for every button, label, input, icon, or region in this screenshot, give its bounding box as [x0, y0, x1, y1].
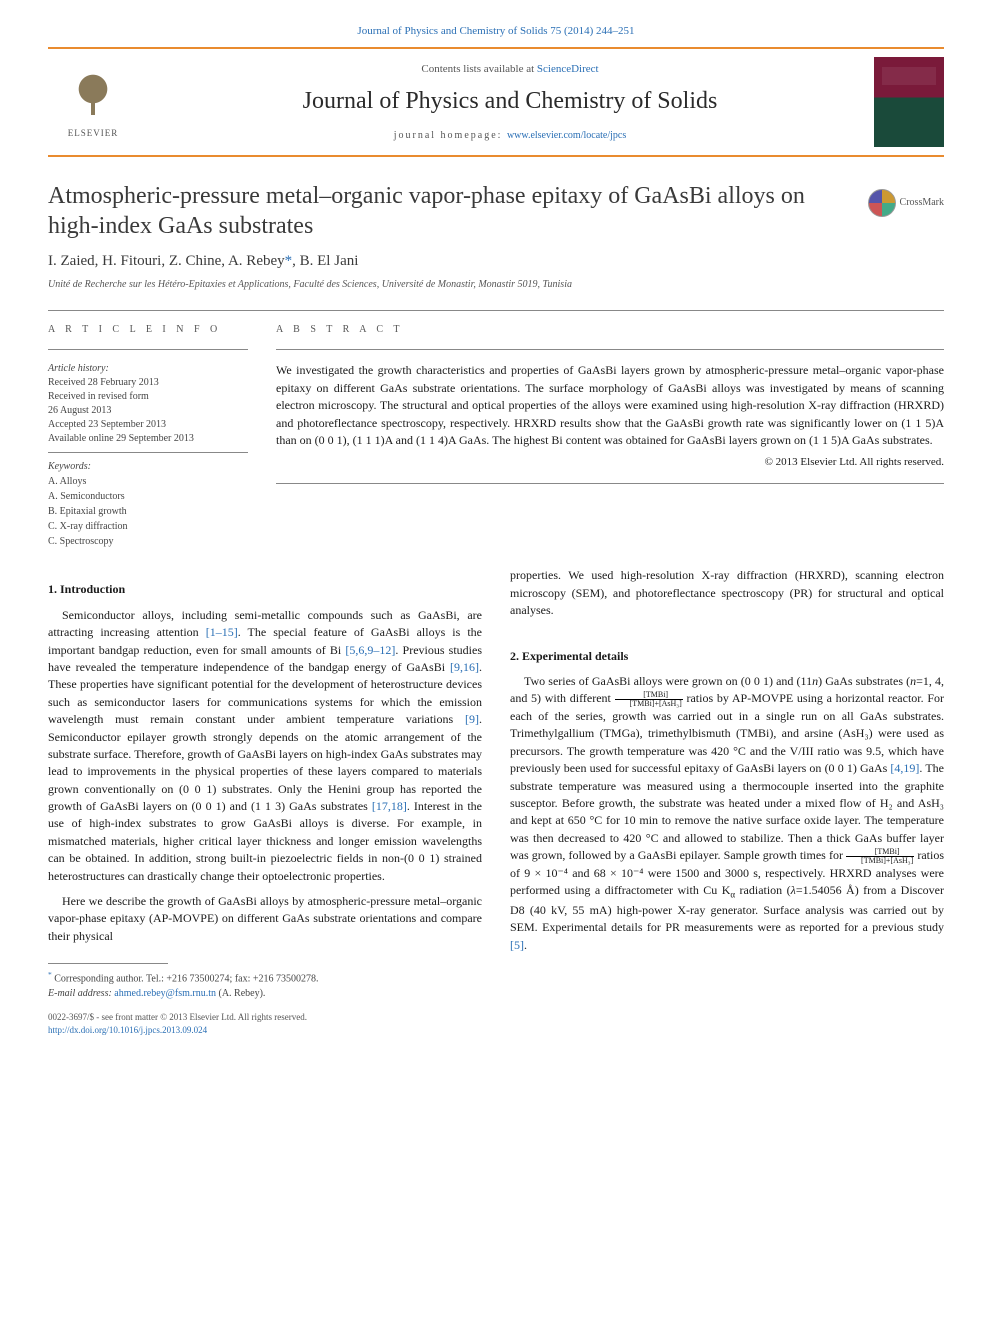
- homepage-line: journal homepage: www.elsevier.com/locat…: [154, 129, 866, 143]
- crossmark-badge[interactable]: CrossMark: [868, 189, 944, 217]
- footnote-separator: [48, 963, 168, 964]
- journal-cover-thumb: [874, 57, 944, 147]
- ref-link[interactable]: [17,18]: [372, 799, 407, 813]
- history-revised2: 26 August 2013: [48, 404, 248, 418]
- text: Two series of GaAsBi alloys were grown o…: [524, 674, 812, 688]
- article-title: Atmospheric-pressure metal–organic vapor…: [48, 181, 852, 241]
- email-tail: (A. Rebey).: [216, 988, 265, 999]
- keyword: C. Spectroscopy: [48, 534, 248, 549]
- history-accepted: Accepted 23 September 2013: [48, 418, 248, 432]
- frac-den: [TMBi]+[AsH₃]: [615, 700, 683, 708]
- journal-header: ELSEVIER Contents lists available at Sci…: [48, 47, 944, 157]
- contents-prefix: Contents lists available at: [421, 63, 536, 75]
- article-info-heading: A R T I C L E I N F O: [48, 323, 248, 337]
- keyword: A. Semiconductors: [48, 489, 248, 504]
- abstract-text: We investigated the growth characteristi…: [276, 362, 944, 449]
- fraction-2: [TMBi][TMBi]+[AsH₃]: [846, 848, 914, 865]
- intro-heading: 1. Introduction: [48, 581, 482, 598]
- text: . Semiconductor epilayer growth strongly…: [48, 712, 482, 813]
- experimental-heading: 2. Experimental details: [510, 648, 944, 665]
- ref-link[interactable]: [4,19]: [890, 761, 919, 775]
- history-received: Received 28 February 2013: [48, 376, 248, 390]
- footnote-text: Corresponding author. Tel.: +216 7350027…: [52, 974, 319, 985]
- keyword: B. Epitaxial growth: [48, 504, 248, 519]
- homepage-link[interactable]: www.elsevier.com/locate/jpcs: [507, 130, 626, 141]
- email-footnote: E-mail address: ahmed.rebey@fsm.rnu.tn (…: [48, 987, 482, 1001]
- keyword: C. X-ray diffraction: [48, 519, 248, 534]
- keywords-label: Keywords:: [48, 459, 248, 474]
- divider: [276, 349, 944, 350]
- doi-link[interactable]: http://dx.doi.org/10.1016/j.jpcs.2013.09…: [48, 1025, 207, 1035]
- article-info-sidebar: A R T I C L E I N F O Article history: R…: [48, 323, 248, 549]
- crossmark-icon: [868, 189, 896, 217]
- bottom-meta: 0022-3697/$ - see front matter © 2013 El…: [48, 1011, 482, 1037]
- affiliation: Unité de Recherche sur les Hétéro-Epitax…: [48, 278, 944, 292]
- frac-den: [TMBi]+[AsH₃]: [846, 857, 914, 865]
- top-citation-link[interactable]: Journal of Physics and Chemistry of Soli…: [357, 25, 634, 37]
- intro-p2: Here we describe the growth of GaAsBi al…: [48, 893, 482, 945]
- divider: [276, 483, 944, 484]
- keyword: A. Alloys: [48, 474, 248, 489]
- issn-line: 0022-3697/$ - see front matter © 2013 El…: [48, 1011, 482, 1024]
- body-columns: 1. Introduction Semiconductor alloys, in…: [48, 567, 944, 1036]
- corresponding-footnote: * Corresponding author. Tel.: +216 73500…: [48, 970, 482, 986]
- ref-link[interactable]: [9,16]: [450, 660, 479, 674]
- ref-link[interactable]: [9]: [465, 712, 479, 726]
- intro-p1: Semiconductor alloys, including semi-met…: [48, 607, 482, 885]
- left-column: 1. Introduction Semiconductor alloys, in…: [48, 567, 482, 1036]
- text: ) GaAs substrates (: [818, 674, 910, 688]
- ref-link[interactable]: [5,6,9–12]: [345, 643, 395, 657]
- authors-tail: , B. El Jani: [292, 253, 358, 269]
- abstract-copyright: © 2013 Elsevier Ltd. All rights reserved…: [276, 455, 944, 470]
- divider: [48, 310, 944, 311]
- divider: [48, 349, 248, 350]
- sciencedirect-link[interactable]: ScienceDirect: [537, 63, 599, 75]
- experimental-p1: Two series of GaAsBi alloys were grown o…: [510, 673, 944, 954]
- abstract-column: A B S T R A C T We investigated the grow…: [276, 323, 944, 549]
- elsevier-logo: ELSEVIER: [48, 57, 138, 147]
- ref-link[interactable]: [1–15]: [206, 625, 238, 639]
- contents-line: Contents lists available at ScienceDirec…: [154, 62, 866, 77]
- abstract-heading: A B S T R A C T: [276, 323, 944, 337]
- corresponding-email-link[interactable]: ahmed.rebey@fsm.rnu.tn: [114, 988, 216, 999]
- crossmark-label: CrossMark: [900, 196, 944, 210]
- journal-name: Journal of Physics and Chemistry of Soli…: [154, 85, 866, 119]
- elsevier-tree-icon: [63, 65, 123, 125]
- history-label: Article history:: [48, 362, 248, 376]
- email-label: E-mail address:: [48, 988, 114, 999]
- ref-link[interactable]: [5]: [510, 938, 524, 952]
- history-revised1: Received in revised form: [48, 390, 248, 404]
- fraction-1: [TMBi][TMBi]+[AsH₃]: [615, 691, 683, 708]
- col2-continuation: properties. We used high-resolution X-ra…: [510, 567, 944, 619]
- top-citation: Journal of Physics and Chemistry of Soli…: [48, 24, 944, 39]
- authors-line: I. Zaied, H. Fitouri, Z. Chine, A. Rebey…: [48, 251, 944, 272]
- text: .: [524, 938, 527, 952]
- history-online: Available online 29 September 2013: [48, 432, 248, 446]
- text: radiation (: [735, 883, 791, 897]
- authors-main: I. Zaied, H. Fitouri, Z. Chine, A. Rebey: [48, 253, 285, 269]
- right-column: properties. We used high-resolution X-ra…: [510, 567, 944, 1036]
- publisher-name: ELSEVIER: [68, 127, 119, 140]
- homepage-prefix: journal homepage:: [394, 130, 507, 141]
